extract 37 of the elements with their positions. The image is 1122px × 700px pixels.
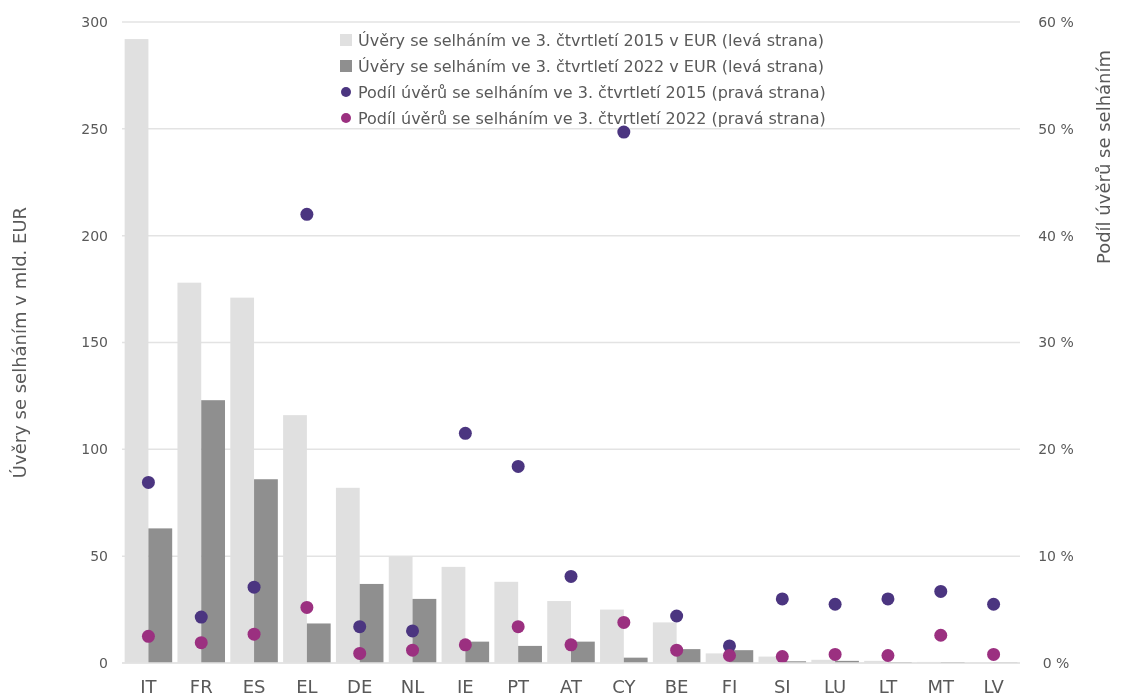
x-tick-label: MT	[927, 676, 956, 697]
x-tick-label: EL	[296, 676, 318, 697]
x-tick-label: LV	[983, 676, 1005, 697]
y-tick-label: 200	[81, 227, 108, 244]
y-tick-label: 300	[81, 13, 108, 30]
x-tick-label: PT	[507, 676, 531, 697]
y2-axis-title: Podíl úvěrů se selháním	[1093, 49, 1114, 265]
y2-tick-label: 30 %	[1038, 334, 1074, 351]
x-tick-label: BE	[664, 676, 689, 697]
y2-tick-label: 60 %	[1038, 13, 1074, 30]
legend-label: Úvěry se selháním ve 3. čtvrtletí 2015 v EUR (levá strana)	[358, 30, 824, 50]
legend-label: Podíl úvěrů se selháním ve 3. čtvrtletí 2015 (pravá strana)	[358, 82, 826, 102]
x-tick-label: LT	[878, 676, 899, 697]
y2-tick-label: 20 %	[1038, 441, 1074, 458]
x-tick-label: LU	[823, 676, 847, 697]
x-tick-label: FR	[189, 676, 213, 697]
x-tick-label: CY	[612, 676, 637, 697]
y-axis-title: Úvěry se selháním v mld. EUR	[9, 206, 30, 479]
x-tick-label: FI	[721, 676, 738, 697]
y2-tick-label: 10 %	[1038, 548, 1074, 565]
x-tick-label: AT	[560, 676, 583, 697]
x-tick-label: DE	[347, 676, 373, 697]
y-tick-label: 100	[81, 441, 108, 458]
x-tick-label: IE	[457, 676, 474, 697]
legend-label: Podíl úvěrů se selháním ve 3. čtvrtletí 2022 (pravá strana)	[358, 108, 826, 128]
x-tick-label: SI	[773, 676, 791, 697]
y-tick-label: 0	[99, 654, 108, 671]
y2-tick-label: 40 %	[1038, 227, 1074, 244]
y2-tick-label: 50 %	[1038, 120, 1074, 137]
x-tick-label: ES	[242, 676, 266, 697]
y-tick-label: 250	[81, 120, 108, 137]
y2-tick-label: 0 %	[1042, 654, 1070, 671]
x-tick-label: NL	[400, 676, 425, 697]
x-tick-label: IT	[140, 676, 158, 697]
y-tick-label: 50	[90, 548, 108, 565]
legend-label: Úvěry se selháním ve 3. čtvrtletí 2022 v EUR (levá strana)	[358, 56, 824, 76]
y-tick-label: 150	[81, 334, 108, 351]
